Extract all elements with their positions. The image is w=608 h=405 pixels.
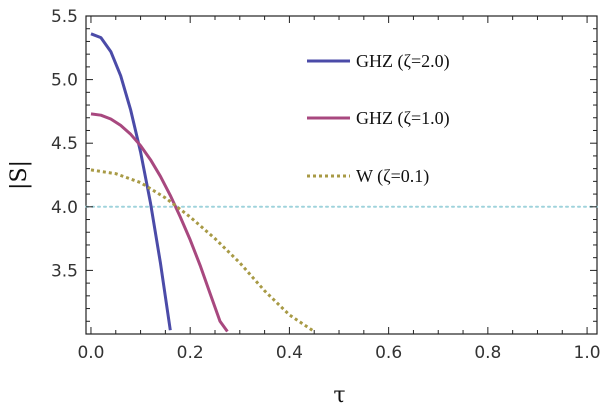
y-tick-label: 4.0	[51, 198, 78, 218]
series-line-3	[90, 168, 316, 333]
x-tick-label: 0.8	[474, 343, 501, 363]
y-tick-label: 5.0	[51, 71, 78, 91]
legend: GHZ (ζ=2.0) GHZ (ζ=1.0) W (ζ=0.1)	[307, 51, 450, 187]
series-lines	[90, 32, 316, 333]
tick-marks	[86, 15, 597, 334]
x-tick-label: 0.2	[177, 343, 204, 363]
legend-label-1: GHZ (ζ=2.0)	[356, 51, 450, 72]
series-line-2	[90, 112, 229, 333]
y-tick-label: 4.5	[51, 134, 78, 154]
plot-frame	[85, 15, 598, 335]
x-tick-label: 1.0	[574, 343, 601, 363]
x-tick-label: 0.0	[77, 343, 104, 363]
plot-border	[85, 15, 598, 335]
y-axis-label: |S|	[7, 160, 32, 190]
y-tick-label: 5.5	[51, 7, 78, 27]
legend-label-3: W (ζ=0.1)	[356, 166, 429, 187]
tick-labels: 0.0 0.2 0.4 0.6 0.8 1.0 3.5 4.0 4.5 5.0 5.5	[51, 7, 601, 363]
x-axis-label: τ	[333, 383, 345, 405]
x-tick-label: 0.4	[276, 343, 303, 363]
series-line-1	[90, 32, 172, 331]
x-tick-label: 0.6	[375, 343, 402, 363]
legend-label-2: GHZ (ζ=1.0)	[356, 108, 450, 129]
y-tick-label: 3.5	[51, 261, 78, 281]
